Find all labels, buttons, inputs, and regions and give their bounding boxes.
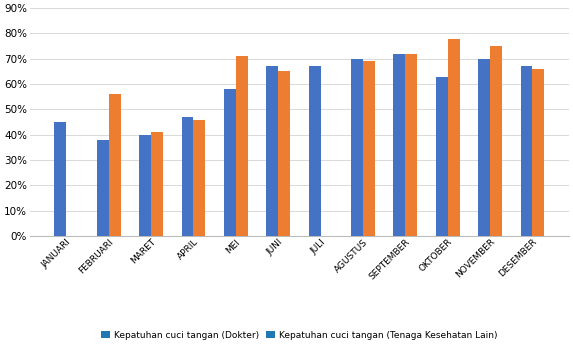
- Bar: [478, 59, 490, 236]
- Bar: [54, 122, 66, 236]
- Bar: [309, 66, 320, 236]
- Bar: [448, 39, 460, 236]
- Bar: [521, 66, 532, 236]
- Bar: [182, 117, 194, 236]
- Bar: [394, 54, 405, 236]
- Legend: Kepatuhan cuci tangan (Dokter), Kepatuhan cuci tangan (Tenaga Kesehatan Lain): Kepatuhan cuci tangan (Dokter), Kepatuha…: [98, 327, 501, 343]
- Bar: [151, 132, 163, 236]
- Bar: [139, 135, 151, 236]
- Bar: [405, 54, 417, 236]
- Bar: [194, 119, 205, 236]
- Bar: [532, 69, 544, 236]
- Bar: [278, 71, 290, 236]
- Bar: [224, 89, 236, 236]
- Bar: [363, 61, 375, 236]
- Bar: [109, 94, 120, 236]
- Bar: [266, 66, 278, 236]
- Bar: [351, 59, 363, 236]
- Bar: [490, 46, 502, 236]
- Bar: [236, 56, 248, 236]
- Bar: [436, 76, 448, 236]
- Bar: [97, 140, 109, 236]
